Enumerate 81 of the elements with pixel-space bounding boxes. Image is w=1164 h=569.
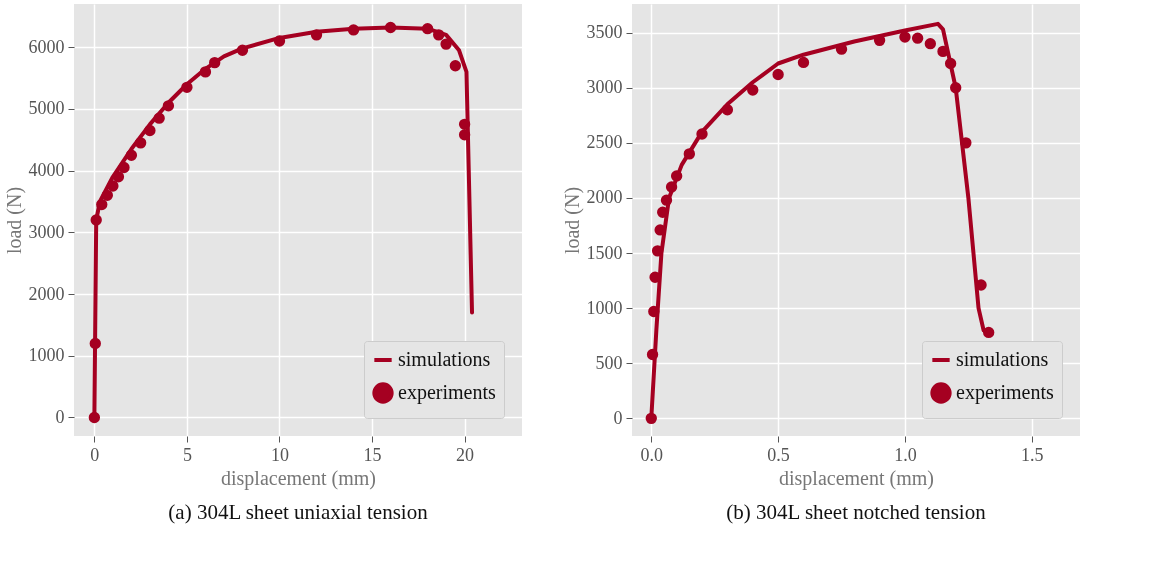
point <box>670 170 683 182</box>
x-tick-label: 1.0 <box>894 444 917 465</box>
point <box>449 60 462 72</box>
point <box>153 112 165 124</box>
point <box>125 149 138 161</box>
point <box>162 100 175 112</box>
point <box>950 82 962 94</box>
point <box>648 305 660 318</box>
legend-label: simulations <box>398 348 491 370</box>
point <box>384 21 397 34</box>
point <box>982 326 995 339</box>
x-tick-label: 10 <box>270 444 289 465</box>
point <box>112 171 125 183</box>
point <box>651 245 664 257</box>
point <box>209 56 221 69</box>
y-tick-label: 3000 <box>28 221 65 242</box>
y-tick-label: 3500 <box>586 22 623 43</box>
x-tick-label: 20 <box>456 444 475 465</box>
point <box>144 124 156 137</box>
point <box>924 38 937 50</box>
point <box>90 214 102 226</box>
legend-label: simulations <box>956 348 1049 370</box>
point <box>134 137 147 149</box>
x-tick-label: 0 <box>90 444 100 465</box>
x-axis-title: displacement (mm) <box>221 466 376 490</box>
y-axis-title: load (N) <box>560 186 584 255</box>
point <box>101 189 114 201</box>
legend-label: experiments <box>956 381 1054 404</box>
point <box>458 118 471 131</box>
point <box>433 29 445 41</box>
x-tick-label: 1.5 <box>1021 444 1044 465</box>
y-tick-label: 5000 <box>28 98 65 119</box>
y-tick-label: 0 <box>613 407 623 428</box>
point <box>347 24 360 36</box>
point <box>899 31 911 43</box>
x-tick-label: 15 <box>363 444 382 465</box>
y-tick-label: 1000 <box>28 345 65 366</box>
point <box>660 194 673 206</box>
y-tick-label: 2000 <box>586 187 623 208</box>
point <box>797 56 810 69</box>
point <box>458 129 471 141</box>
point <box>772 68 784 81</box>
text: (a) 304L sheet uniaxial tension <box>168 500 429 524</box>
point <box>88 411 101 424</box>
point <box>310 29 323 41</box>
point <box>118 161 130 174</box>
point <box>96 198 108 211</box>
x-tick-label: 0.0 <box>640 444 664 465</box>
point <box>911 32 924 44</box>
point <box>665 181 678 193</box>
y-tick-label: 1500 <box>586 242 623 263</box>
x-axis-title: displacement (mm) <box>779 466 934 490</box>
legend-label: experiments <box>398 381 496 404</box>
point <box>747 84 759 96</box>
point <box>199 66 212 78</box>
point <box>89 337 101 350</box>
y-tick-label: 6000 <box>28 36 65 57</box>
point <box>683 148 696 160</box>
x-tick-label: 0.5 <box>767 444 790 465</box>
point <box>944 57 957 70</box>
point <box>181 81 193 93</box>
point <box>721 104 734 116</box>
point <box>696 128 708 140</box>
point <box>421 23 434 35</box>
y-tick-label: 0 <box>55 406 65 427</box>
y-tick-label: 2000 <box>28 283 65 304</box>
point <box>646 348 659 361</box>
x-tick-label: 5 <box>182 444 192 465</box>
point <box>960 137 972 149</box>
y-tick-label: 4000 <box>28 160 65 181</box>
y-tick-label: 1000 <box>586 297 623 318</box>
point <box>645 412 657 425</box>
point <box>107 180 119 192</box>
point <box>236 44 249 56</box>
y-tick-label: 2500 <box>586 132 623 153</box>
point <box>273 35 286 47</box>
y-tick-label: 3000 <box>586 77 623 98</box>
text: (b) 304L sheet notched tension <box>726 500 987 524</box>
point <box>440 38 452 50</box>
y-axis-title: load (N) <box>2 186 26 255</box>
y-tick-label: 500 <box>595 352 623 373</box>
